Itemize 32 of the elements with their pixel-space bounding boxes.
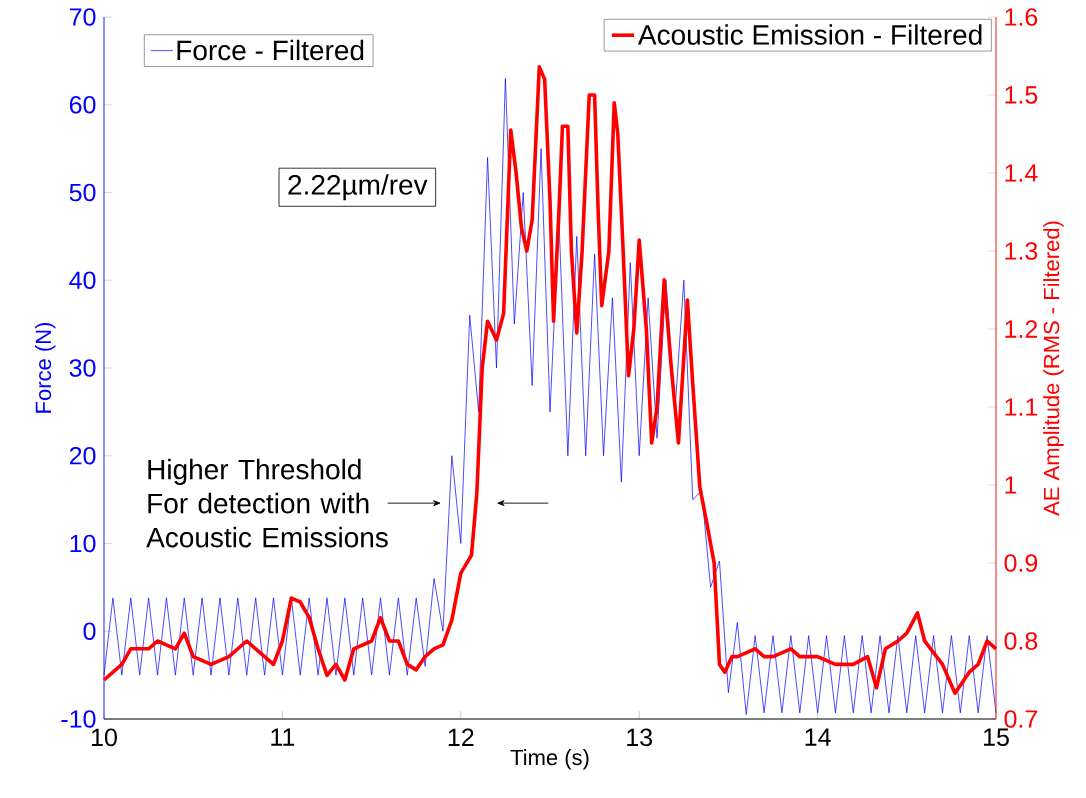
annotation: Higher Threshold For detection with Acoustic Emissions bbox=[146, 458, 388, 548]
y2-tick-label: 0.7 bbox=[1004, 710, 1038, 728]
y2-tick-label: 1.4 bbox=[1005, 164, 1038, 182]
y2-tick-label: 1.5 bbox=[1005, 86, 1038, 104]
y-tick-label: 20 bbox=[69, 446, 96, 465]
annotation: 2.22µm/rev bbox=[288, 174, 428, 201]
y-tick-label: 0 bbox=[83, 622, 96, 641]
y-tick-label: 50 bbox=[69, 183, 96, 202]
x-tick-label: 10 bbox=[92, 728, 117, 747]
y-tick-label: -10 bbox=[61, 710, 96, 728]
y-tick-label: 40 bbox=[69, 271, 96, 290]
x-tick-label: 13 bbox=[627, 728, 652, 747]
y-tick-label: 30 bbox=[69, 359, 96, 377]
y2-tick-label: 0.8 bbox=[1004, 632, 1038, 650]
x-tick-label: 12 bbox=[448, 728, 474, 746]
y-tick-label: 70 bbox=[69, 8, 96, 26]
x-axis-title: Time (s) bbox=[510, 749, 589, 770]
y-axis-title: Force (N) bbox=[34, 322, 56, 413]
legend-label: Acoustic Emission - Filtered bbox=[637, 24, 982, 45]
x-tick-label: 11 bbox=[271, 728, 295, 746]
y2-tick-label: 1.3 bbox=[1005, 242, 1038, 260]
y-tick-label: 60 bbox=[69, 95, 96, 114]
y2-tick-label: 1.1 bbox=[1005, 398, 1038, 416]
y2-tick-label: 1 bbox=[1005, 476, 1017, 494]
y-tick-label: 10 bbox=[70, 534, 96, 553]
y2-tick-label: 0.9 bbox=[1004, 554, 1038, 572]
y2-tick-label: 1.6 bbox=[1005, 8, 1038, 26]
legend-label: Force - Filtered bbox=[177, 39, 364, 61]
x-tick-label: 15 bbox=[984, 728, 1009, 746]
y2-axis-title: AE Amplitude (RMS - Filtered) bbox=[1043, 221, 1064, 516]
x-tick-label: 14 bbox=[805, 728, 831, 746]
y2-tick-label: 1.2 bbox=[1005, 320, 1038, 338]
